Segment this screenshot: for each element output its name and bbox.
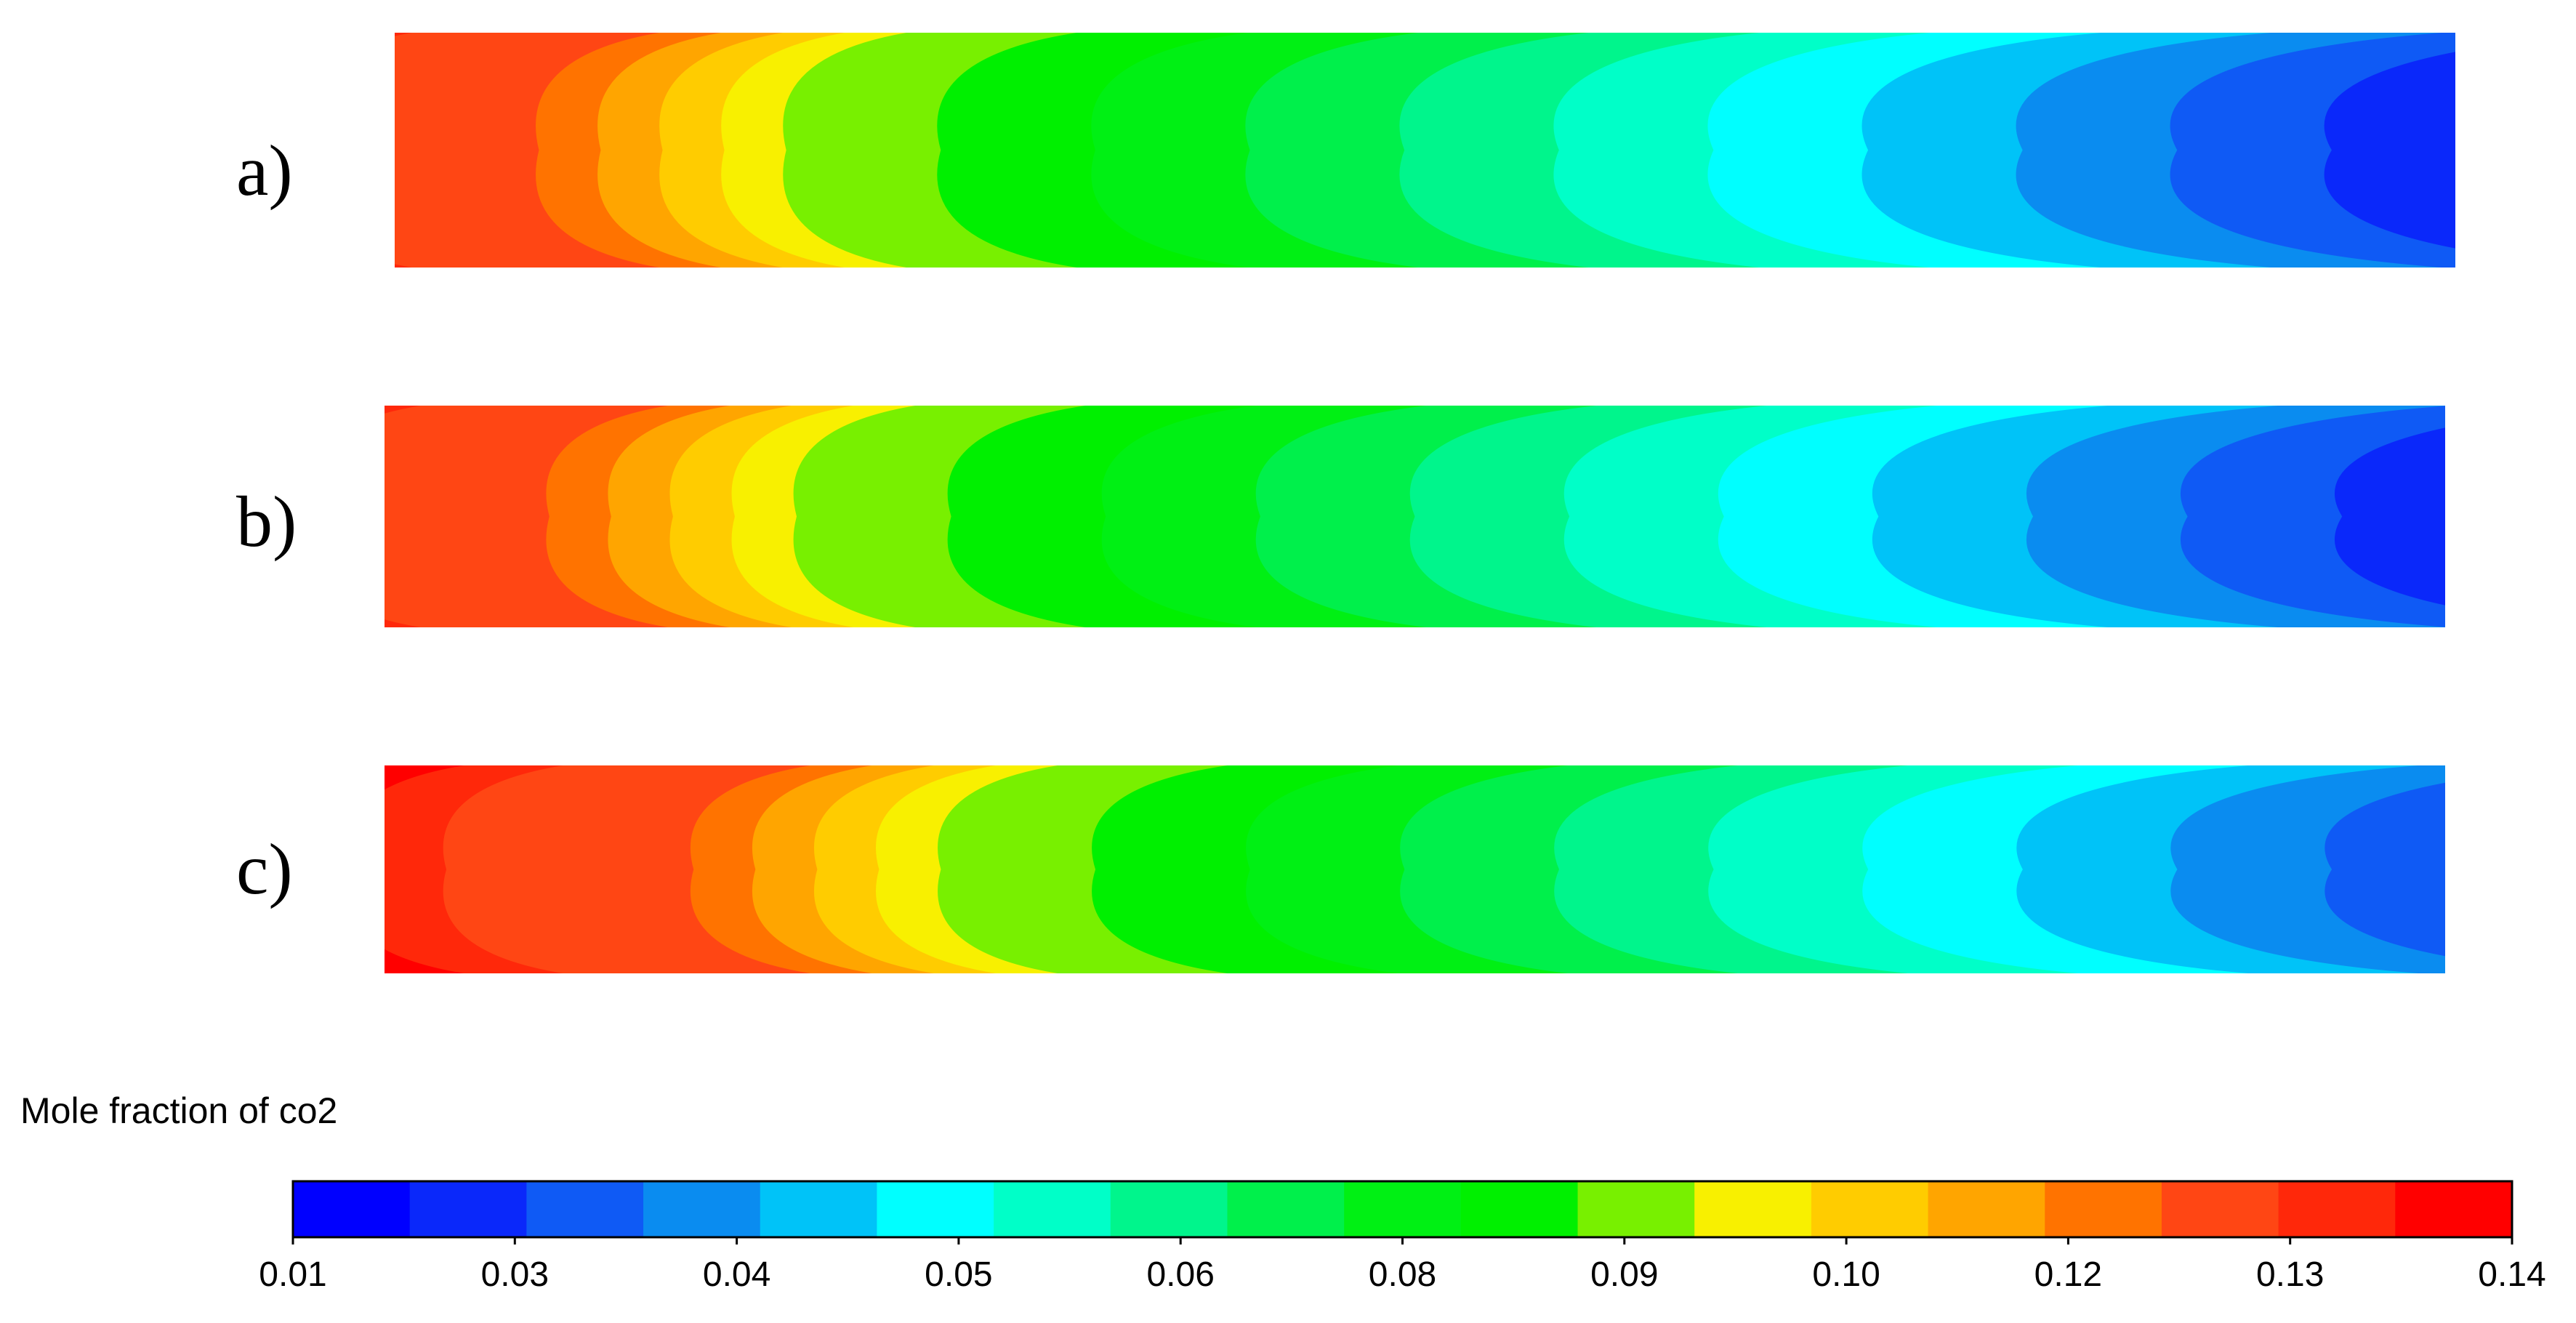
contour-band: [2463, 25, 2576, 275]
colorbar-segment: [293, 1181, 411, 1237]
colorbar-tick-label: 0.08: [1368, 1255, 1437, 1294]
colorbar-title: Mole fraction of co2: [20, 1090, 338, 1131]
contour-band: [2452, 758, 2576, 981]
contour-band: [2452, 758, 2576, 981]
colorbar-tick-label: 0.10: [1812, 1255, 1880, 1294]
colorbar-segment: [1694, 1181, 1812, 1237]
contour-band: [2324, 52, 2455, 249]
colorbar-tick-label: 0.12: [2034, 1255, 2103, 1294]
panel-label-a: a): [236, 130, 293, 211]
colorbar-tick-label: 0.04: [702, 1255, 771, 1294]
colorbar-segment: [877, 1181, 994, 1237]
contour-band: [2452, 398, 2576, 635]
contour-panel-c: [385, 758, 2576, 981]
contour-panel-b: [385, 398, 2576, 635]
colorbar: [293, 1181, 2513, 1237]
contour-band: [2334, 427, 2445, 606]
colorbar-segment: [2045, 1181, 2162, 1237]
panel-label-b: b): [236, 481, 297, 562]
colorbar-tick-label: 0.14: [2478, 1255, 2546, 1294]
colorbar-segment: [526, 1181, 644, 1237]
colorbar-tick-label: 0.03: [480, 1255, 550, 1294]
colorbar-segment: [409, 1181, 527, 1237]
colorbar-segment: [1577, 1181, 1695, 1237]
colorbar-tick-label: 0.06: [1146, 1255, 1215, 1294]
colorbar-segment: [643, 1181, 761, 1237]
colorbar-segment: [2278, 1181, 2396, 1237]
panel-label-c: c): [236, 829, 293, 909]
colorbar-ticks: [291, 1237, 2513, 1244]
colorbar-tick-label: 0.01: [259, 1255, 327, 1294]
colorbar-tick-label: 0.05: [925, 1255, 993, 1294]
colorbar-segment: [760, 1181, 877, 1237]
colorbar-segment: [1344, 1181, 1462, 1237]
colorbar-segment: [2161, 1181, 2279, 1237]
contour-band: [2325, 782, 2445, 957]
colorbar-tick-label: 0.09: [1590, 1255, 1659, 1294]
contour-panel-a: [395, 25, 2576, 275]
colorbar-segment: [1227, 1181, 1345, 1237]
colorbar-tick-label: 0.13: [2255, 1255, 2325, 1294]
colorbar-segment: [1460, 1181, 1579, 1237]
colorbar-segment: [1928, 1181, 2045, 1237]
colorbar-segment: [994, 1181, 1111, 1237]
colorbar-segment: [1110, 1181, 1228, 1237]
colorbar-segment: [2395, 1181, 2513, 1237]
colorbar-segment: [1811, 1181, 1929, 1237]
